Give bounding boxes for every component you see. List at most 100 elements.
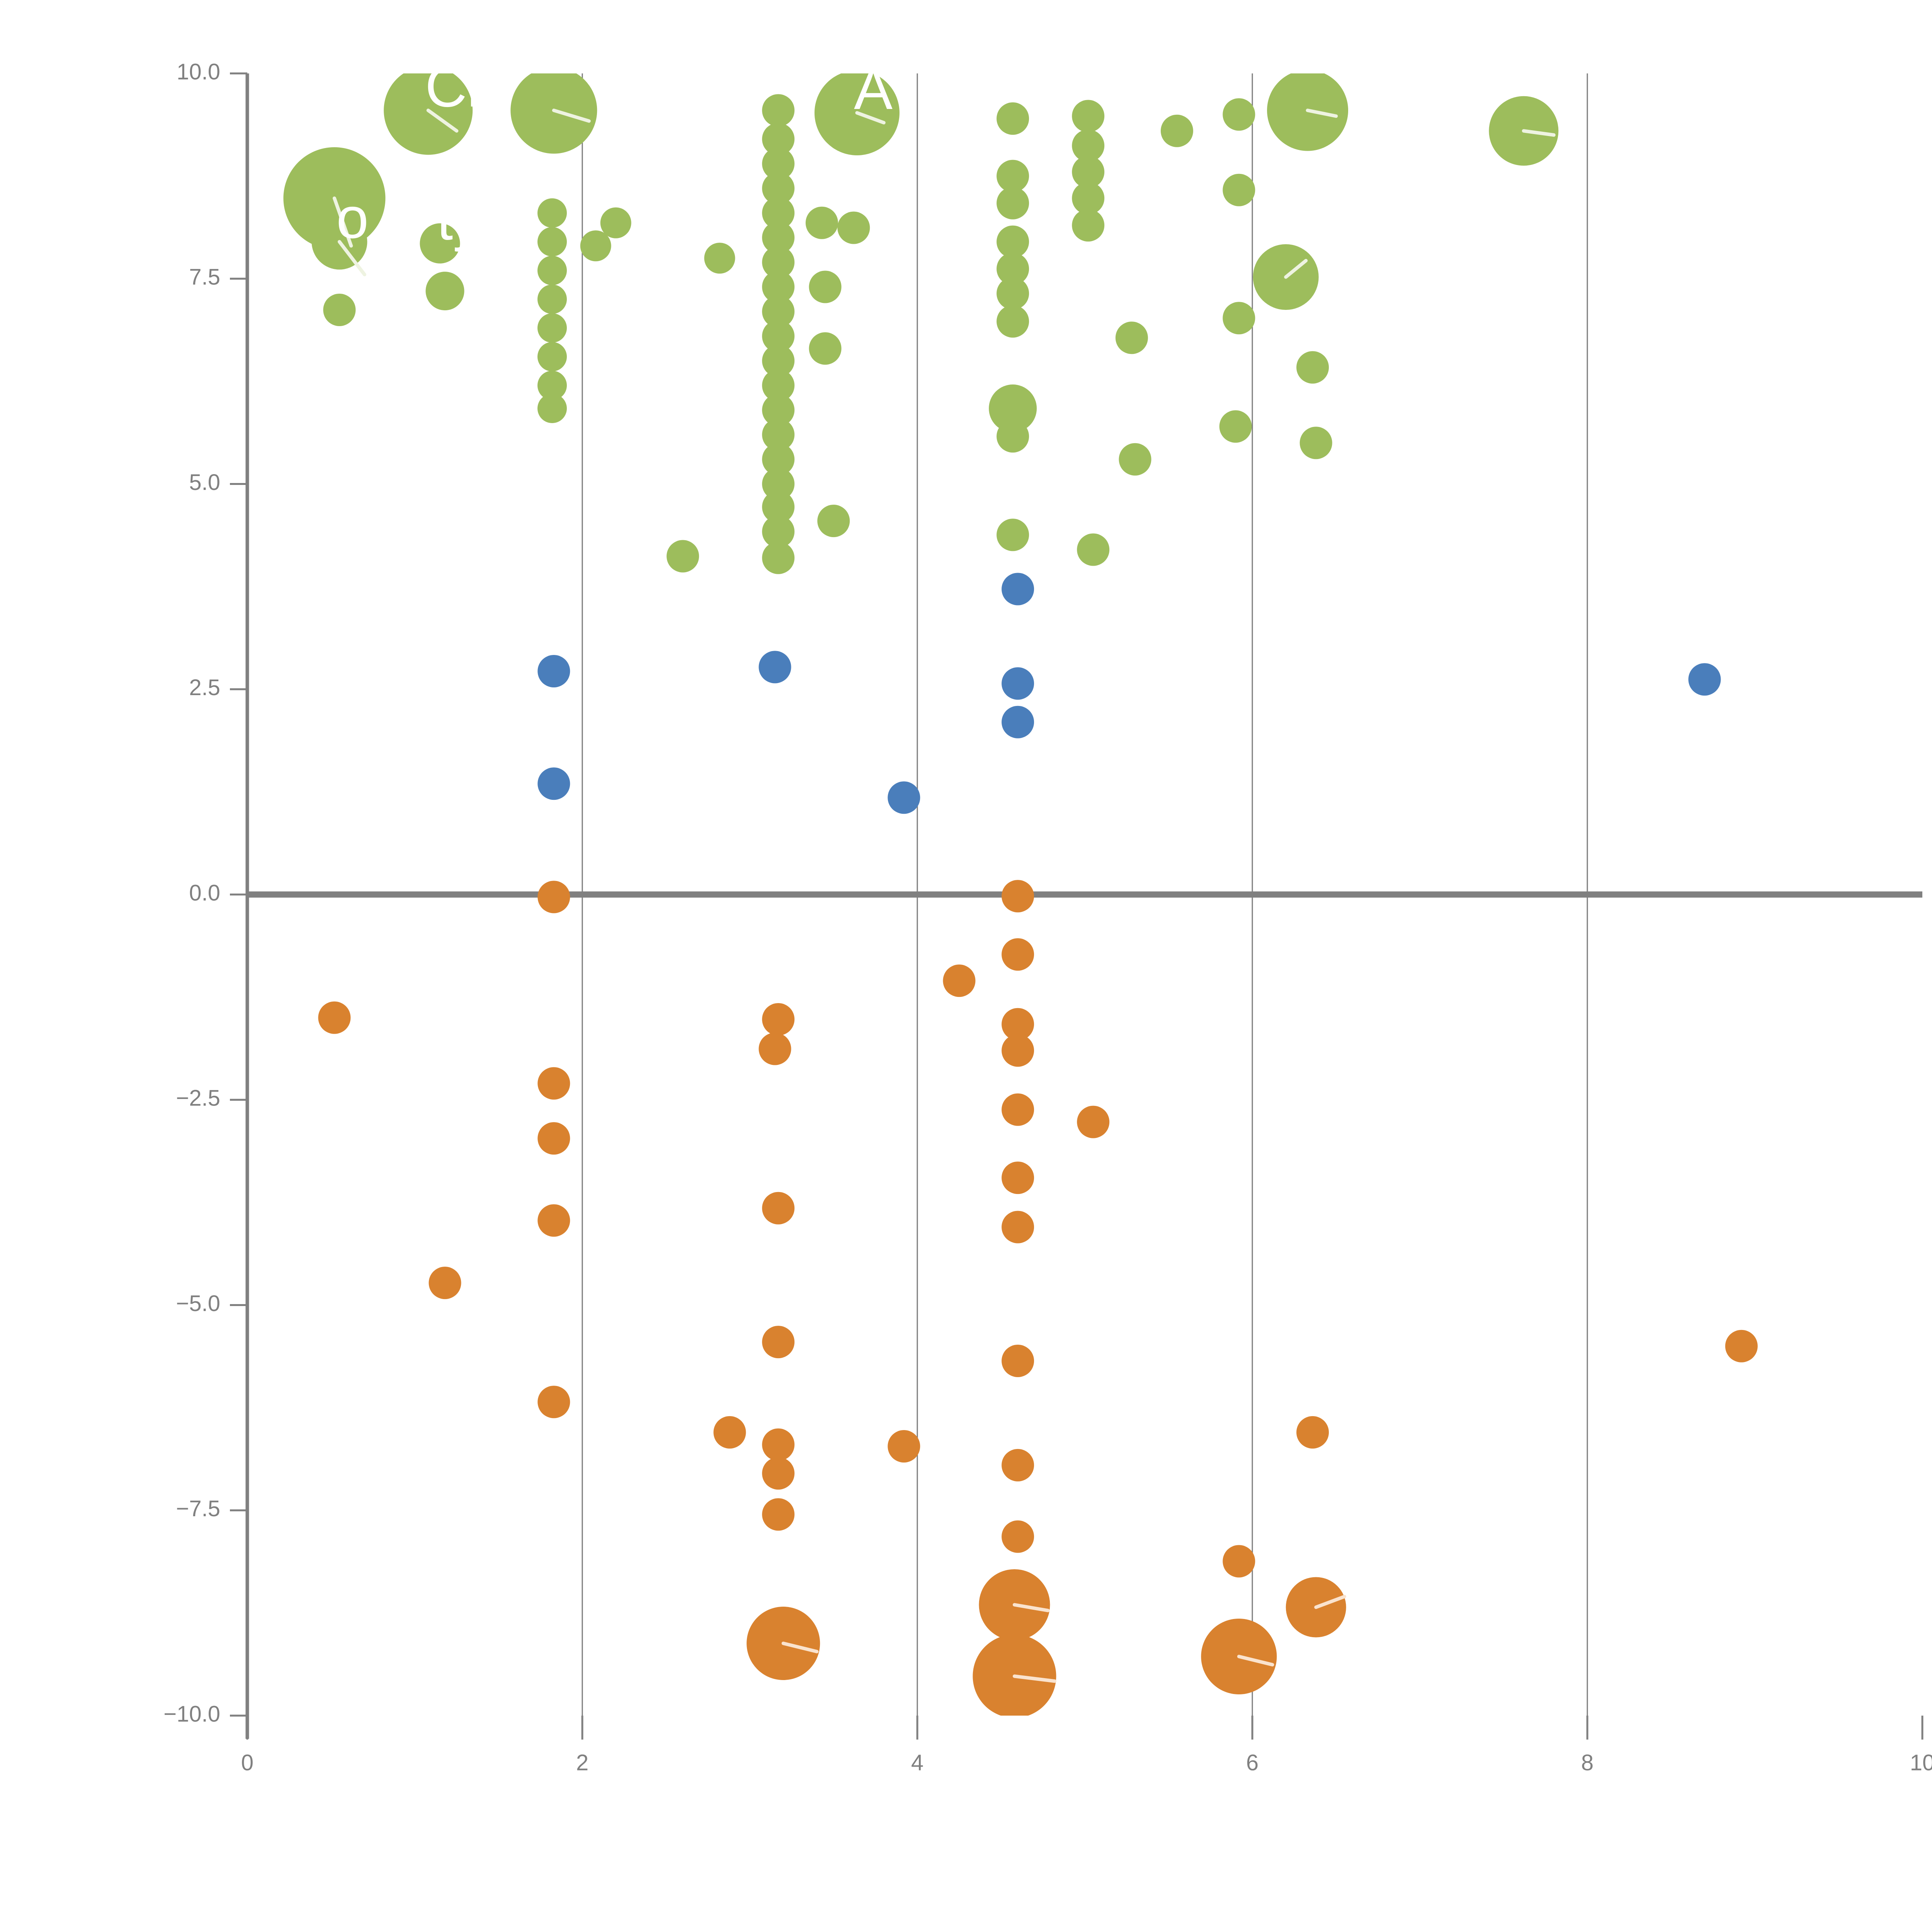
- data-point-bubble[interactable]: [537, 198, 567, 228]
- data-point-bubble[interactable]: [1296, 351, 1329, 384]
- data-point-bubble[interactable]: [762, 394, 795, 427]
- data-point-bubble[interactable]: [1072, 209, 1105, 242]
- data-point-bubble[interactable]: [318, 1001, 351, 1034]
- data-point-bubble[interactable]: [1002, 1034, 1034, 1067]
- data-point-bubble[interactable]: [762, 1457, 795, 1490]
- data-point-bubble[interactable]: [1002, 573, 1034, 605]
- data-point-bubble[interactable]: [997, 420, 1029, 453]
- data-point-bubble[interactable]: [537, 227, 567, 257]
- data-point-bubble[interactable]: [997, 277, 1029, 310]
- data-point-bubble[interactable]: [762, 515, 795, 548]
- data-point-bubble[interactable]: [762, 418, 795, 451]
- data-point-bubble[interactable]: [537, 767, 570, 800]
- data-point-bubble[interactable]: [1002, 1449, 1034, 1481]
- data-point-bubble[interactable]: [997, 225, 1029, 258]
- data-point-bubble[interactable]: [997, 187, 1029, 219]
- data-point-bubble[interactable]: [1002, 1520, 1034, 1553]
- data-point-bubble[interactable]: [762, 491, 795, 523]
- data-point-bubble[interactable]: [997, 252, 1029, 285]
- data-point-bubble[interactable]: [1002, 1345, 1034, 1377]
- data-point-bubble[interactable]: [989, 384, 1037, 432]
- data-point-bubble[interactable]: [1002, 1008, 1034, 1041]
- data-point-bubble[interactable]: [420, 223, 460, 264]
- data-point-bubble[interactable]: [1725, 1330, 1758, 1362]
- data-point-bubble[interactable]: [759, 1032, 791, 1065]
- data-point-bubble[interactable]: [537, 1386, 570, 1418]
- data-point-bubble[interactable]: [384, 66, 473, 155]
- data-point-bubble[interactable]: [1072, 156, 1105, 188]
- data-point-bubble[interactable]: [762, 1003, 795, 1036]
- data-point-bubble[interactable]: [759, 651, 791, 684]
- data-point-bubble[interactable]: [762, 270, 795, 303]
- data-point-bubble[interactable]: [580, 230, 611, 262]
- data-point-bubble[interactable]: [762, 172, 795, 205]
- data-point-bubble[interactable]: [817, 505, 850, 537]
- data-point-bubble[interactable]: [762, 468, 795, 500]
- data-point-bubble[interactable]: [943, 964, 976, 997]
- data-point-bubble[interactable]: [762, 443, 795, 476]
- data-point-bubble[interactable]: [1119, 443, 1151, 476]
- data-point-bubble[interactable]: [762, 541, 795, 574]
- data-point-bubble[interactable]: [600, 207, 631, 238]
- data-point-bubble[interactable]: [1002, 706, 1034, 738]
- data-point-bubble[interactable]: [1002, 880, 1034, 913]
- data-point-bubble[interactable]: [888, 1430, 920, 1463]
- data-point-bubble[interactable]: [1002, 1162, 1034, 1194]
- data-point-bubble[interactable]: [1115, 321, 1148, 354]
- data-point-bubble[interactable]: [997, 160, 1029, 192]
- data-point-bubble[interactable]: [997, 519, 1029, 551]
- data-point-bubble[interactable]: [510, 67, 597, 154]
- data-point-bubble[interactable]: [1299, 427, 1332, 459]
- data-point-bubble[interactable]: [1072, 182, 1105, 214]
- data-point-bubble[interactable]: [762, 344, 795, 377]
- data-point-bubble[interactable]: [1223, 1545, 1255, 1578]
- data-point-bubble[interactable]: [997, 305, 1029, 338]
- data-point-bubble[interactable]: [762, 1326, 795, 1359]
- data-point-bubble[interactable]: [537, 371, 567, 400]
- data-point-bubble[interactable]: [537, 284, 567, 314]
- data-point-bubble[interactable]: [537, 342, 567, 372]
- data-point-bubble[interactable]: [1002, 938, 1034, 971]
- data-point-bubble[interactable]: [537, 1067, 570, 1100]
- data-point-bubble[interactable]: [537, 655, 570, 687]
- data-point-bubble[interactable]: [1267, 70, 1349, 151]
- data-point-bubble[interactable]: [1002, 1093, 1034, 1126]
- data-point-bubble[interactable]: [429, 1267, 461, 1299]
- data-point-bubble[interactable]: [762, 295, 795, 328]
- data-point-bubble[interactable]: [1077, 1105, 1110, 1138]
- data-point-bubble[interactable]: [537, 256, 567, 285]
- data-point-bubble[interactable]: [1072, 100, 1105, 133]
- data-point-bubble[interactable]: [809, 332, 842, 365]
- data-point-bubble[interactable]: [762, 221, 795, 254]
- data-point-bubble[interactable]: [667, 540, 699, 573]
- data-point-bubble[interactable]: [809, 270, 842, 303]
- data-point-bubble[interactable]: [762, 246, 795, 279]
- data-point-bubble[interactable]: [1223, 98, 1255, 131]
- data-point-bubble[interactable]: [762, 147, 795, 180]
- data-point-bubble[interactable]: [762, 94, 795, 127]
- data-point-bubble[interactable]: [425, 272, 464, 311]
- data-point-bubble[interactable]: [888, 781, 920, 814]
- data-point-bubble[interactable]: [1160, 114, 1193, 147]
- data-point-bubble[interactable]: [1002, 1211, 1034, 1243]
- data-point-bubble[interactable]: [1077, 533, 1110, 566]
- data-point-bubble[interactable]: [713, 1416, 746, 1449]
- data-point-bubble[interactable]: [537, 313, 567, 343]
- data-point-bubble[interactable]: [1072, 129, 1105, 162]
- data-point-bubble[interactable]: [762, 1498, 795, 1531]
- data-point-bubble[interactable]: [997, 102, 1029, 135]
- data-point-bubble[interactable]: [1002, 667, 1034, 700]
- data-point-bubble[interactable]: [1688, 663, 1721, 696]
- data-point-bubble[interactable]: [704, 243, 735, 274]
- data-point-bubble[interactable]: [1223, 302, 1255, 335]
- data-point-bubble[interactable]: [323, 294, 356, 326]
- data-point-bubble[interactable]: [537, 394, 567, 423]
- data-point-bubble[interactable]: [1223, 173, 1255, 206]
- data-point-bubble[interactable]: [762, 1428, 795, 1461]
- data-point-bubble[interactable]: [762, 123, 795, 155]
- data-point-bubble[interactable]: [1296, 1416, 1329, 1449]
- data-point-bubble[interactable]: [762, 320, 795, 352]
- data-point-bubble[interactable]: [762, 1192, 795, 1225]
- data-point-bubble[interactable]: [1219, 410, 1252, 443]
- data-point-bubble[interactable]: [762, 197, 795, 230]
